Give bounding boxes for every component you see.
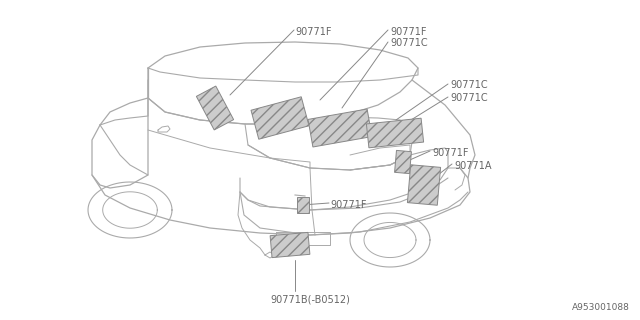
Text: A953001088: A953001088	[572, 303, 630, 312]
Polygon shape	[270, 232, 310, 258]
Polygon shape	[395, 150, 412, 174]
Polygon shape	[251, 97, 309, 139]
Polygon shape	[366, 118, 424, 148]
Text: 90771F: 90771F	[432, 148, 468, 158]
Text: 90771F: 90771F	[295, 27, 332, 37]
Text: 90771C: 90771C	[450, 93, 488, 103]
Text: 90771F: 90771F	[390, 27, 426, 37]
Text: 90771F: 90771F	[330, 200, 367, 210]
Polygon shape	[408, 165, 440, 205]
Text: 90771B(-B0512): 90771B(-B0512)	[270, 295, 350, 305]
Text: 90771A: 90771A	[454, 161, 492, 171]
Polygon shape	[308, 109, 372, 147]
Polygon shape	[297, 197, 309, 213]
Text: 90771C: 90771C	[390, 38, 428, 48]
Text: 90771C: 90771C	[450, 80, 488, 90]
Polygon shape	[196, 86, 234, 130]
